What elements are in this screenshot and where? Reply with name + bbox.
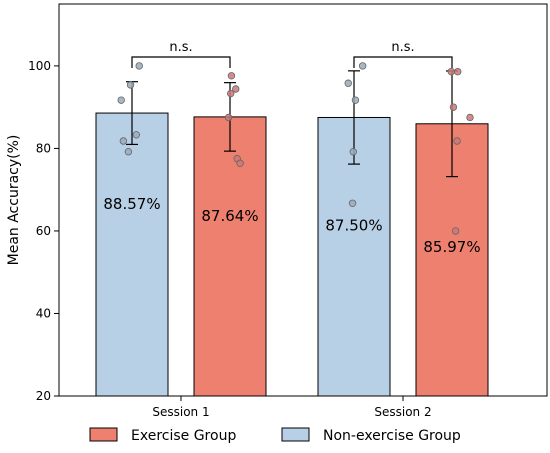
x-tick-label: Session 1 — [152, 405, 209, 419]
data-point — [466, 113, 474, 122]
significance-label: n.s. — [391, 40, 414, 55]
data-point — [227, 89, 235, 98]
plot-frame — [58, 3, 548, 397]
data-point — [447, 67, 455, 76]
value-label: 87.50% — [325, 216, 382, 234]
value-label: 85.97% — [423, 238, 480, 256]
significance-label: n.s. — [169, 40, 192, 55]
legend-swatch — [89, 427, 118, 442]
significance-bracket — [353, 56, 453, 68]
x-tick-label: Session 2 — [374, 405, 431, 419]
significance-bracket — [131, 56, 231, 68]
value-label: 88.57% — [103, 195, 160, 213]
y-tick-label: 60 — [36, 224, 51, 238]
legend-label: Non-exercise Group — [323, 428, 461, 444]
data-point — [358, 62, 367, 70]
data-point — [451, 227, 460, 235]
data-point — [348, 199, 357, 208]
y-tick-label: 100 — [28, 59, 51, 73]
data-point — [449, 103, 458, 111]
legend-label: Exercise Group — [131, 428, 236, 444]
data-point — [454, 67, 462, 76]
data-point — [119, 137, 128, 145]
data-point — [344, 79, 352, 87]
data-point — [135, 62, 143, 70]
data-point — [126, 81, 135, 89]
data-point — [224, 113, 233, 122]
data-point — [349, 148, 357, 156]
y-tick-label: 40 — [36, 306, 51, 320]
legend-swatch — [281, 427, 310, 442]
bar[interactable] — [95, 112, 169, 397]
data-point — [351, 96, 360, 104]
data-point — [227, 72, 236, 80]
y-tick-label: 80 — [36, 141, 51, 155]
y-tick-label: 20 — [36, 389, 51, 403]
y-axis-label: Mean Accuracy(%) — [6, 135, 22, 266]
data-point — [132, 131, 141, 139]
bar[interactable] — [193, 116, 267, 397]
value-label: 87.64% — [201, 207, 258, 225]
data-point — [124, 148, 133, 156]
data-point — [117, 96, 125, 104]
data-point — [453, 137, 461, 145]
data-point — [236, 159, 244, 167]
data-point — [232, 85, 240, 93]
